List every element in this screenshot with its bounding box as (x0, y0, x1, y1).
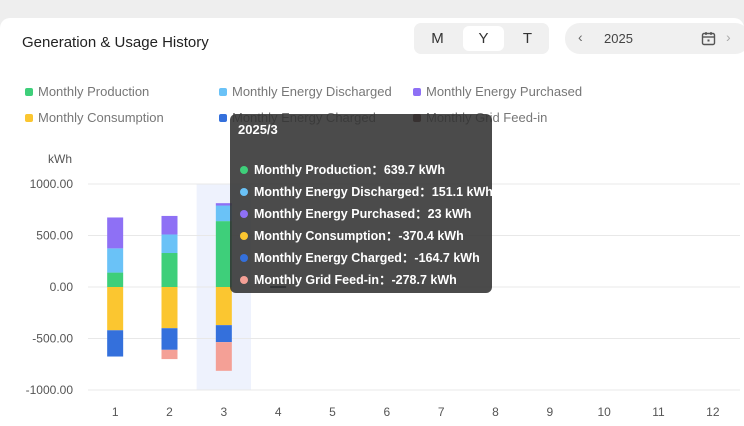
y-tick-label: 500.00 (36, 229, 73, 243)
legend-discharged[interactable]: Monthly Energy Discharged (219, 84, 392, 99)
x-tick-label: 3 (220, 405, 227, 419)
bar-segment-production (107, 272, 124, 287)
year-picker[interactable]: ‹ 2025 › (565, 23, 744, 54)
bar-segment-consumption (107, 287, 124, 331)
legend-label: Monthly Consumption (38, 110, 164, 125)
tooltip-row-charged: Monthly Energy Charged：-164.7 kWh (240, 247, 480, 266)
tooltip-text: Monthly Consumption：-370.4 kWh (254, 229, 464, 243)
chart-tooltip: 2025/3 Monthly Production：639.7 kWh Mont… (230, 114, 493, 293)
tooltip-row-consumption: Monthly Consumption：-370.4 kWh (240, 225, 464, 244)
tooltip-text: Monthly Grid Feed-in：-278.7 kWh (254, 273, 457, 287)
tooltip-row-production: Monthly Production：639.7 kWh (240, 159, 445, 178)
x-tick-label: 10 (597, 405, 611, 419)
bar-segment-production (161, 253, 178, 287)
tab-month[interactable]: M (431, 30, 444, 47)
x-tick-label: 1 (112, 405, 119, 419)
page-title: Generation & Usage History (22, 34, 209, 51)
tooltip-title: 2025/3 (238, 122, 278, 137)
tooltip-text: Monthly Energy Charged：-164.7 kWh (254, 251, 480, 265)
x-tick-label: 6 (383, 405, 390, 419)
bar-segment-consumption (161, 287, 178, 329)
tooltip-row-purchased: Monthly Energy Purchased：23 kWh (240, 203, 471, 222)
legend-swatch (25, 88, 33, 96)
tooltip-dot (240, 232, 248, 240)
tooltip-dot (240, 276, 248, 284)
tooltip-dot (240, 254, 248, 262)
bar-segment-discharged (215, 205, 232, 222)
x-tick-label: 8 (492, 405, 499, 419)
y-tick-label: 1000.00 (30, 177, 74, 191)
y-tick-label: -500.00 (32, 332, 73, 346)
bar-segment-feedin (215, 342, 232, 371)
bar-segment-purchased (107, 217, 124, 249)
tooltip-dot (240, 166, 248, 174)
x-tick-label: 11 (652, 405, 665, 419)
tab-year[interactable]: Y (463, 26, 504, 51)
bar-segment-production (215, 221, 232, 287)
x-tick-label: 12 (706, 405, 720, 419)
bar-segment-discharged (161, 234, 178, 254)
legend-consumption[interactable]: Monthly Consumption (25, 110, 164, 125)
legend-swatch (25, 114, 33, 122)
legend-swatch (219, 88, 227, 96)
legend-swatch (219, 114, 227, 122)
tooltip-dot (240, 210, 248, 218)
legend-production[interactable]: Monthly Production (25, 84, 149, 99)
tooltip-text: Monthly Production：639.7 kWh (254, 163, 445, 177)
calendar-icon[interactable] (701, 31, 716, 51)
legend-label: Monthly Energy Discharged (232, 84, 392, 99)
bar-segment-purchased (161, 215, 178, 235)
y-tick-label: 0.00 (50, 280, 74, 294)
year-value: 2025 (604, 31, 633, 46)
x-tick-label: 7 (438, 405, 445, 419)
chevron-right-icon[interactable]: › (726, 29, 731, 45)
tooltip-text: Monthly Energy Purchased：23 kWh (254, 207, 472, 221)
tooltip-row-discharged: Monthly Energy Discharged：151.1 kWh (240, 181, 493, 200)
x-tick-label: 2 (166, 405, 173, 419)
x-tick-label: 9 (546, 405, 553, 419)
legend-swatch (413, 88, 421, 96)
x-tick-label: 5 (329, 405, 336, 419)
period-switch: M Y T (414, 23, 549, 54)
bar-segment-charged (215, 325, 232, 343)
legend-purchased[interactable]: Monthly Energy Purchased (413, 84, 582, 99)
bar-segment-purchased (215, 203, 232, 206)
bar-segment-discharged (107, 248, 124, 273)
tooltip-text: Monthly Energy Discharged：151.1 kWh (254, 185, 493, 199)
legend-label: Monthly Energy Purchased (426, 84, 583, 99)
x-tick-label: 4 (275, 405, 282, 419)
chevron-left-icon[interactable]: ‹ (578, 29, 583, 45)
legend-label: Monthly Production (38, 84, 150, 99)
y-tick-label: -1000.00 (26, 383, 74, 397)
bar-segment-charged (107, 330, 124, 357)
bar-segment-feedin (161, 349, 178, 360)
bar-segment-charged (161, 328, 178, 350)
bar-segment-consumption (215, 287, 232, 326)
tooltip-dot (240, 188, 248, 196)
tooltip-row-feedin: Monthly Grid Feed-in：-278.7 kWh (240, 269, 457, 288)
tab-total[interactable]: T (522, 30, 533, 47)
y-axis-label: kWh (48, 152, 72, 166)
